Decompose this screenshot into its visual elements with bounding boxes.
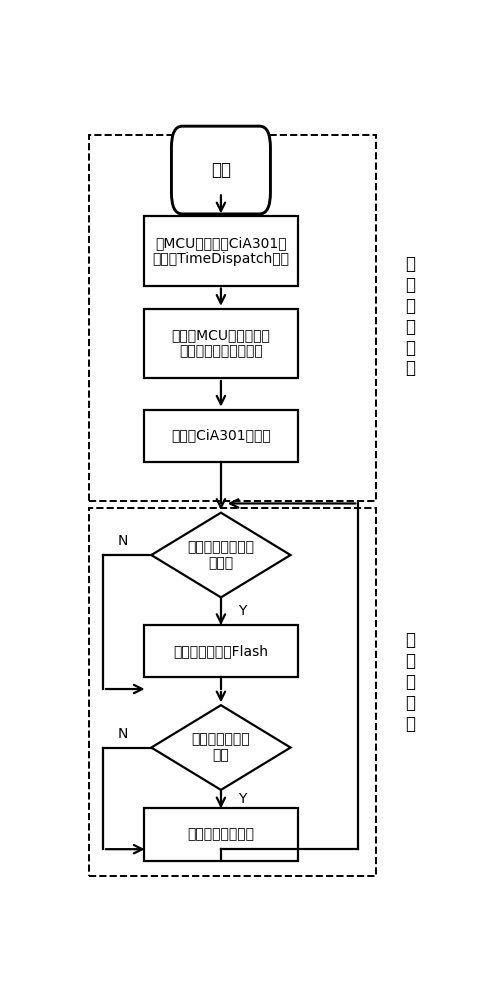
Text: Y: Y	[238, 604, 247, 618]
Polygon shape	[151, 513, 290, 597]
Text: N: N	[117, 534, 128, 548]
FancyBboxPatch shape	[144, 216, 298, 286]
Text: 是否出现数据存储
指令？: 是否出现数据存储 指令？	[188, 540, 254, 570]
Text: 将关键数据存入Flash: 将关键数据存入Flash	[174, 644, 268, 658]
Text: Y: Y	[238, 792, 247, 806]
Text: 启动错误报警机制: 启动错误报警机制	[188, 828, 254, 842]
Text: 初始化CiA301协议栈: 初始化CiA301协议栈	[171, 429, 271, 443]
FancyBboxPatch shape	[144, 625, 298, 677]
Text: N: N	[117, 727, 128, 741]
Text: 主
程
序
初
始
化: 主 程 序 初 始 化	[405, 255, 416, 377]
FancyBboxPatch shape	[172, 126, 270, 214]
Text: 将MCU定时器与CiA301协
议栈中TimeDispatch关联: 将MCU定时器与CiA301协 议栈中TimeDispatch关联	[152, 236, 289, 266]
Text: 是否出现错误状
态？: 是否出现错误状 态？	[192, 732, 250, 763]
FancyBboxPatch shape	[89, 135, 376, 501]
Polygon shape	[151, 705, 290, 790]
FancyBboxPatch shape	[144, 808, 298, 861]
Text: 开始: 开始	[211, 161, 231, 179]
FancyBboxPatch shape	[144, 309, 298, 378]
FancyBboxPatch shape	[144, 410, 298, 462]
Text: 主
程
序
循
环: 主 程 序 循 环	[405, 632, 416, 733]
FancyBboxPatch shape	[89, 508, 376, 876]
Text: 初始化MCU外设，包括
通信外设及节点号获取: 初始化MCU外设，包括 通信外设及节点号获取	[172, 328, 270, 358]
